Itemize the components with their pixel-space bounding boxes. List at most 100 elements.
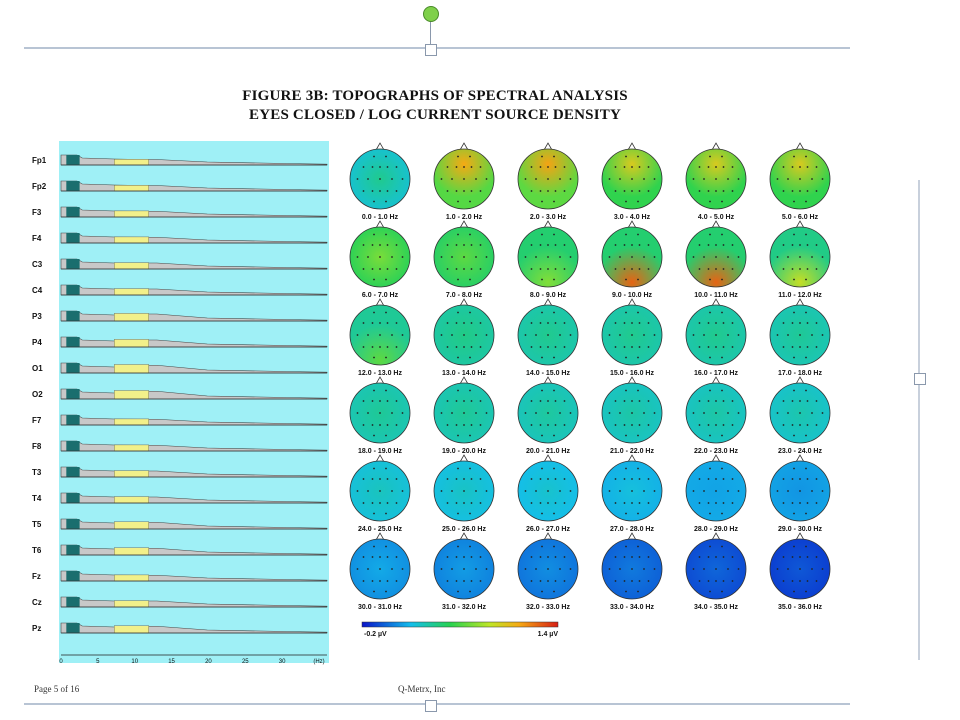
electrode-dot [463,580,465,582]
electrode-dot [776,568,779,570]
electrode-dot [731,190,734,192]
electrode-dot [692,256,695,258]
electrode-dot [470,268,473,270]
electrode-dot [362,580,365,582]
electrode-dot [386,478,389,480]
electrode-dot [791,322,794,324]
electrode-dot [539,478,542,480]
electrode-dot [395,322,398,324]
electrode-dot [623,322,626,324]
resize-handle-right[interactable] [914,373,926,385]
electrode-dot [373,356,375,359]
electrode-dot [805,434,807,437]
electrode-dot [821,412,824,414]
electrode-dot [455,190,458,192]
head-nose-icon [543,376,553,385]
electrode-dot [559,178,561,180]
electrode-dot [446,502,449,504]
electrode-dot [722,478,725,480]
electrode-dot [553,545,555,548]
electrode-dot [815,502,818,504]
electrode-dot [721,278,723,281]
rotate-handle-icon[interactable] [423,6,439,22]
topograph-3: 2.0 - 3.0 Hz [517,142,579,221]
resize-handle-bottom[interactable] [425,700,437,712]
electrode-dot [385,356,387,359]
topograph-4: 3.0 - 4.0 Hz [601,142,663,221]
electrode-dot [715,556,717,558]
electrode-dot [653,178,656,180]
electrode-dot [637,155,639,158]
electrode-dot [623,502,626,504]
electrode-dot [553,590,555,593]
electrode-dot [391,568,393,570]
electrode-dot [524,334,527,336]
topograph-22: 21.0 - 22.0 Hz [601,376,663,455]
electrode-dot [469,278,471,281]
electrode-dot [787,256,789,258]
electrode-dot [707,190,710,192]
head-nose-icon [543,142,553,151]
electrode-dot [793,356,795,359]
electrode-dot [463,190,465,192]
electrode-dot [379,424,381,426]
electrode-dot [709,311,711,314]
delta-band-mark [66,415,80,425]
electrode-dot [799,322,801,324]
electrode-dot [631,268,633,270]
electrode-dot [356,568,359,570]
electrode-dot [541,311,543,314]
electrode-dot [698,244,701,246]
electrode-dot [373,434,375,437]
electrode-dot [455,478,458,480]
electrode-dot [379,166,381,168]
electrode-dot [530,268,533,270]
electrode-dot [737,412,740,414]
electrode-dot [722,556,725,558]
electrode-dot [782,166,785,168]
electrode-dot [692,490,695,492]
resize-handle-top[interactable] [425,44,437,56]
electrode-dot [563,478,566,480]
electrode-dot [524,256,527,258]
channel-row-c3: C3 [32,258,328,270]
electrode-dot [395,400,398,402]
electrode-dot [479,556,482,558]
electrode-dot [647,478,650,480]
electrode-dot [806,322,809,324]
electrode-dot [623,580,626,582]
channel-row-f4: F4 [32,232,328,244]
electrode-dot [367,256,369,258]
electrode-dot [623,478,626,480]
electrode-dot [799,424,801,426]
band-label: 17.0 - 18.0 Hz [778,370,822,377]
electrode-dot [391,412,393,414]
electrode-dot [455,400,458,402]
electrode-dot [815,400,818,402]
electrode-dot [356,490,359,492]
electrode-dot [793,512,795,515]
electrode-dot [463,346,465,348]
electrode-dot [631,400,633,402]
electrode-dot [379,568,381,570]
electrode-dot [782,502,785,504]
delta-band-mark [66,311,80,321]
electrode-dot [373,545,375,548]
electrode-dot [614,346,617,348]
topograph-29: 28.0 - 29.0 Hz [685,454,747,533]
electrode-dot [799,334,801,336]
electrode-dot [379,334,381,336]
electrode-dot [619,334,621,336]
electrode-dot [554,556,557,558]
band-label: 23.0 - 24.0 Hz [778,448,822,455]
band-label: 1.0 - 2.0 Hz [446,214,483,221]
electrode-dot [470,580,473,582]
electrode-dot [371,580,374,582]
channel-label: T5 [32,520,42,529]
electrode-dot [554,166,557,168]
electrode-dot [479,244,482,246]
electrode-dot [692,412,695,414]
electrode-dot [362,478,365,480]
electrode-dot [385,545,387,548]
